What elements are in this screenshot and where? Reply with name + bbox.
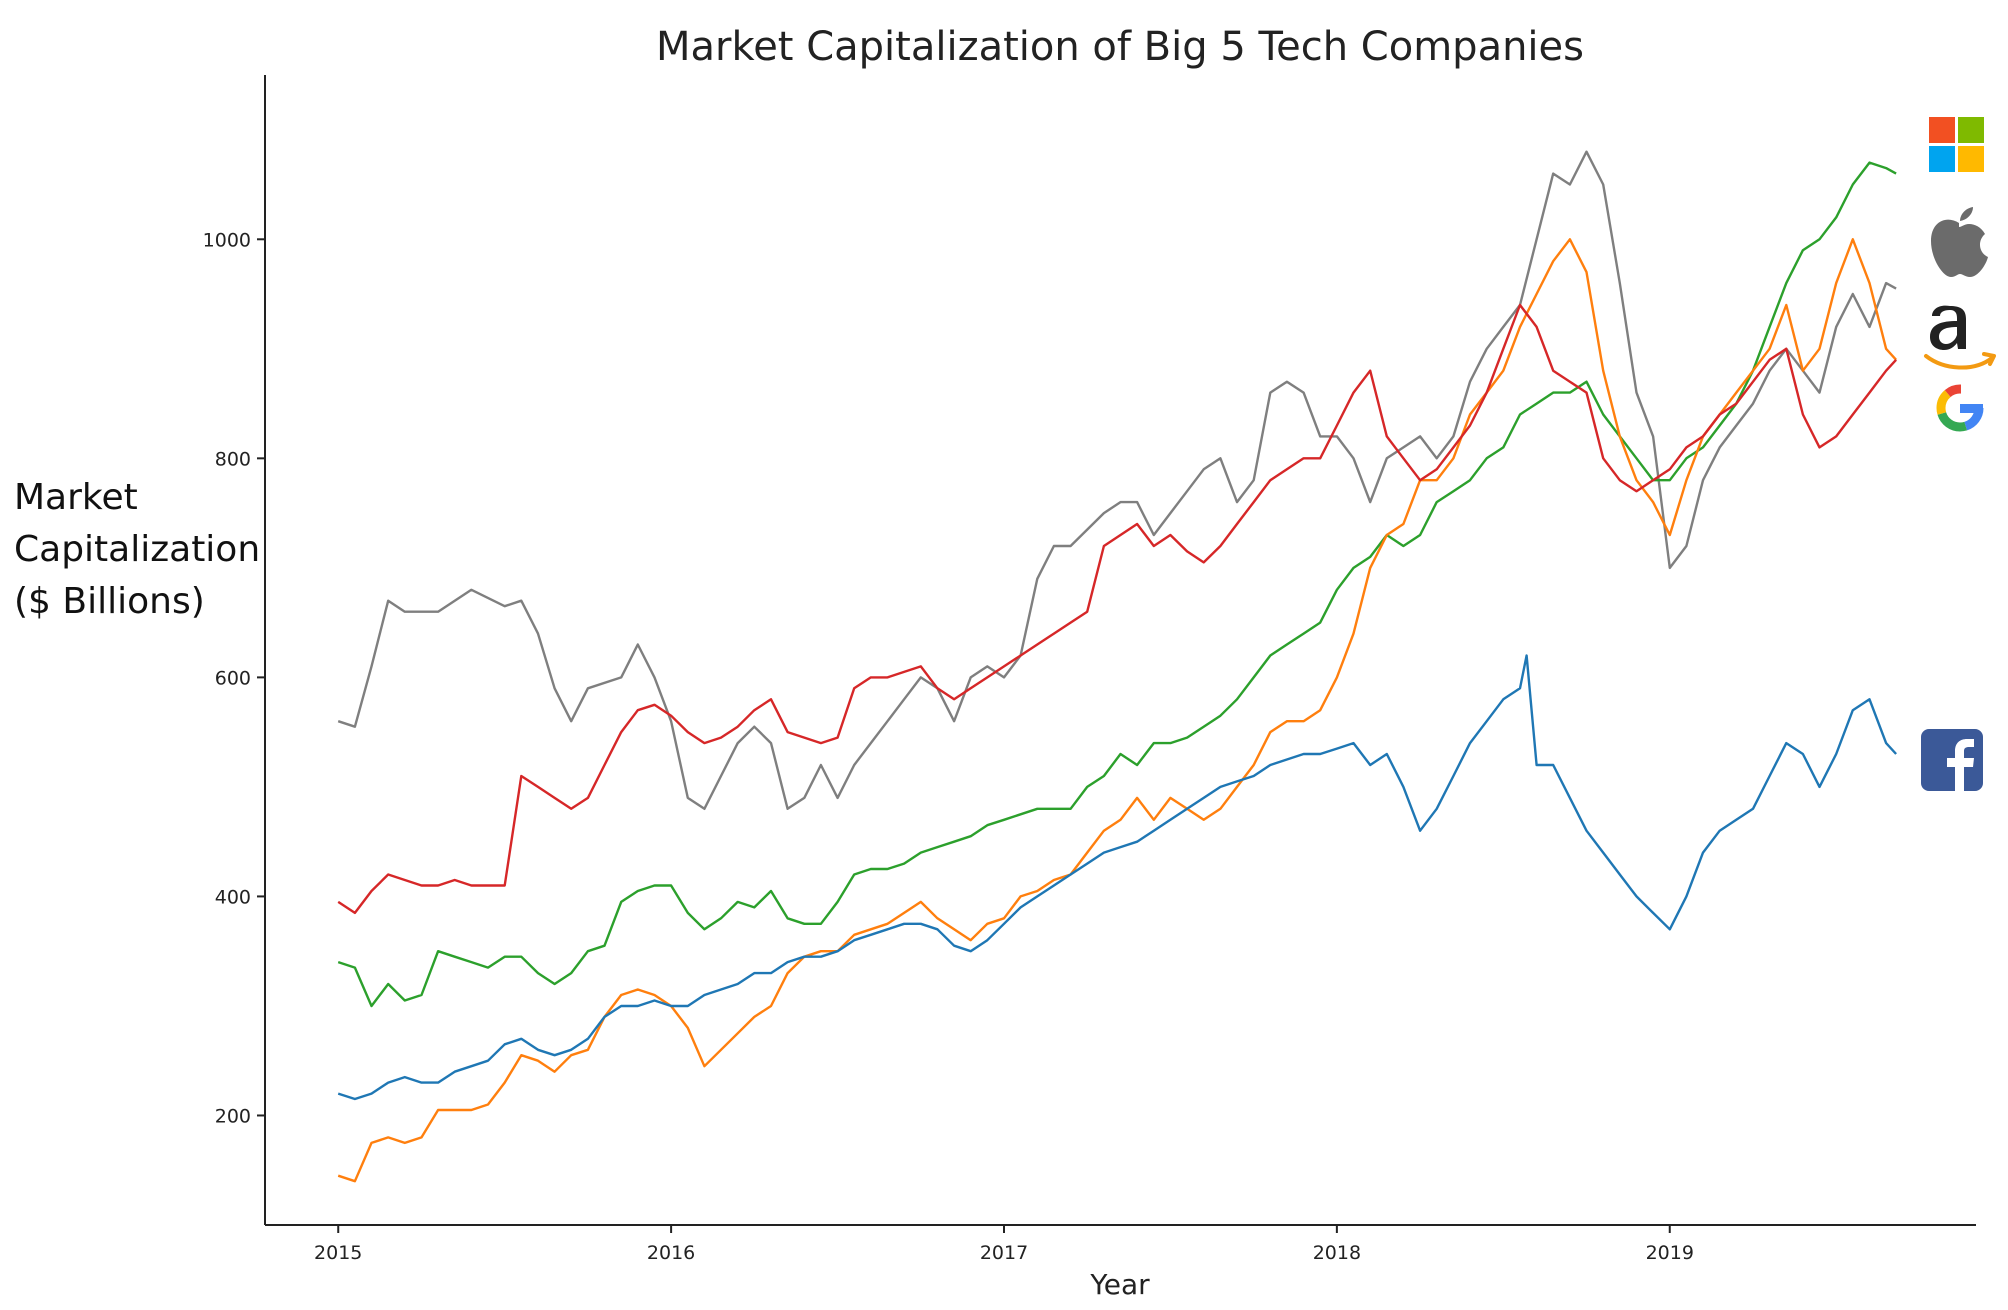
x-tick-label: 2016: [647, 1242, 695, 1264]
x-ticks: 2015 2016 2017 2018 2019: [314, 1225, 1694, 1264]
series-line-facebook: [337, 654, 1897, 1101]
series-line-amazon: [337, 238, 1897, 1183]
y-axis-label-line-3: ($ Billions): [14, 581, 205, 622]
series-line-google: [337, 303, 1897, 915]
y-ticks: 200 400 600 800 1000: [203, 229, 265, 1127]
apple-logo: [1931, 207, 1988, 277]
series-group: [337, 150, 1897, 1183]
y-tick-label: 1000: [203, 229, 251, 251]
y-axis-label-line-1: Market: [14, 477, 138, 518]
google-logo: [1936, 382, 1987, 432]
axes: [264, 75, 1976, 1226]
x-tick-label: 2018: [1313, 1242, 1361, 1264]
microsoft-logo: [1929, 117, 1984, 172]
x-tick-label: 2019: [1646, 1242, 1694, 1264]
y-axis-label-line-2: Capitalization: [14, 529, 261, 570]
facebook-logo: [1921, 729, 1983, 791]
y-tick-label: 200: [215, 1105, 251, 1127]
x-axis-label: Year: [1089, 1268, 1150, 1301]
chart-title: Market Capitalization of Big 5 Tech Comp…: [656, 24, 1584, 70]
amazon-logo: [1924, 305, 1996, 370]
y-tick-label: 400: [215, 886, 251, 908]
series-line-microsoft: [337, 161, 1897, 1008]
y-tick-label: 600: [215, 667, 251, 689]
x-tick-label: 2017: [980, 1242, 1028, 1264]
series-line-apple: [337, 150, 1897, 810]
x-tick-label: 2015: [314, 1242, 362, 1264]
y-axis-label: Market Capitalization ($ Billions): [14, 472, 260, 628]
y-tick-label: 800: [215, 448, 251, 470]
